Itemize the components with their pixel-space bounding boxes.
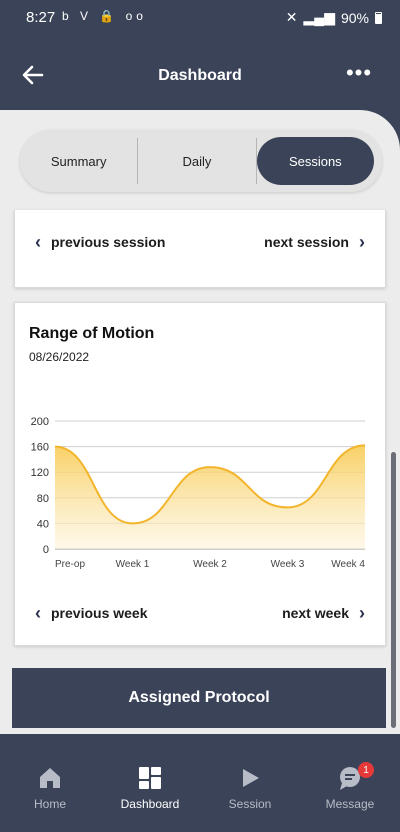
more-options-icon[interactable]: ••• <box>345 60 373 85</box>
session-navigation-card: ‹ previous session next session › <box>14 210 386 288</box>
x-tick-label: Week 2 <box>193 559 227 570</box>
scrollbar-thumb[interactable] <box>391 452 396 728</box>
y-tick-label: 200 <box>31 416 49 428</box>
battery-level: 90% <box>340 9 369 26</box>
nav-home-label: Home <box>33 797 66 811</box>
mute-icon: ✕ <box>285 9 298 25</box>
nav-dashboard-label: Dashboard <box>120 797 180 811</box>
segment-divider <box>137 138 139 184</box>
week-nav-row: ‹ previous week next week › <box>15 601 385 625</box>
session-nav-row: ‹ previous session next session › <box>15 230 385 254</box>
y-tick-label: 0 <box>43 544 49 556</box>
page-title: Dashboard <box>158 67 242 84</box>
signal-icon: ▂▄▆ <box>303 9 335 25</box>
content-sheet: Summary Daily Sessions ‹ previous sessio… <box>0 110 400 734</box>
message-icon <box>340 767 360 790</box>
previous-week-link[interactable]: ‹ previous week <box>35 603 148 623</box>
nav-home[interactable]: Home <box>0 738 100 832</box>
message-count-badge: 1 <box>358 762 374 778</box>
nav-dashboard[interactable]: Dashboard <box>100 738 200 832</box>
x-tick-label: Pre-op <box>55 559 85 570</box>
y-tick-label: 40 <box>37 518 49 530</box>
x-tick-label: Week 3 <box>271 559 305 570</box>
chevron-left-icon: ‹ <box>35 232 41 252</box>
segment-divider <box>255 138 257 184</box>
range-of-motion-chart: 0 40 80 120 160 200 Pre-op Week 1 Week 2 Week 3 We… <box>31 416 366 570</box>
y-tick-label: 160 <box>31 442 49 454</box>
series-line <box>54 444 366 525</box>
chart-title: Range of Motion <box>29 325 155 342</box>
x-tick-label: Week 4 <box>331 559 365 570</box>
next-week-link[interactable]: next week › <box>282 603 365 623</box>
chart-date: 08/26/2022 <box>29 350 90 364</box>
status-notification-icons: b V 🔒 oo <box>62 9 147 23</box>
previous-session-label: previous session <box>51 234 166 250</box>
y-tick-label: 80 <box>37 493 49 505</box>
next-session-link[interactable]: next session › <box>264 232 365 252</box>
chevron-right-icon: › <box>359 232 365 252</box>
y-tick-label: 120 <box>31 467 49 479</box>
battery-icon <box>375 11 382 24</box>
status-bar: 8:27 b V 🔒 oo ✕ ▂▄▆ 90% <box>0 0 400 34</box>
nav-message[interactable]: 1 Message <box>300 738 400 832</box>
previous-week-label: previous week <box>51 605 148 621</box>
home-icon <box>40 768 60 788</box>
assigned-protocol-button[interactable]: Assigned Protocol <box>12 668 386 728</box>
x-tick-label: Week 1 <box>116 559 150 570</box>
chevron-right-icon: › <box>359 603 365 623</box>
status-time: 8:27 <box>26 9 56 26</box>
next-week-label: next week <box>282 605 349 621</box>
next-session-label: next session <box>264 234 349 250</box>
app-header: Dashboard ••• <box>0 40 400 110</box>
play-icon <box>243 769 259 787</box>
nav-session-label: Session <box>228 797 272 811</box>
previous-session-link[interactable]: ‹ previous session <box>35 232 166 252</box>
tab-sessions[interactable]: Sessions <box>256 137 374 185</box>
view-segmented-control: Summary Daily Sessions <box>20 130 382 192</box>
status-right: ✕ ▂▄▆ 90% <box>286 9 382 26</box>
dashboard-icon <box>139 767 161 789</box>
range-of-motion-card: Range of Motion 08/26/2022 0 40 80 120 160 20… <box>14 302 386 646</box>
series-area <box>55 445 365 549</box>
tab-summary[interactable]: Summary <box>50 153 107 169</box>
chevron-left-icon: ‹ <box>35 603 41 623</box>
nav-message-label: Message <box>325 797 375 811</box>
bottom-navigation: Home Dashboard Session 1 Message <box>0 738 400 832</box>
nav-session[interactable]: Session <box>200 738 300 832</box>
back-arrow-icon[interactable] <box>18 60 48 90</box>
tab-daily[interactable]: Daily <box>182 153 212 169</box>
